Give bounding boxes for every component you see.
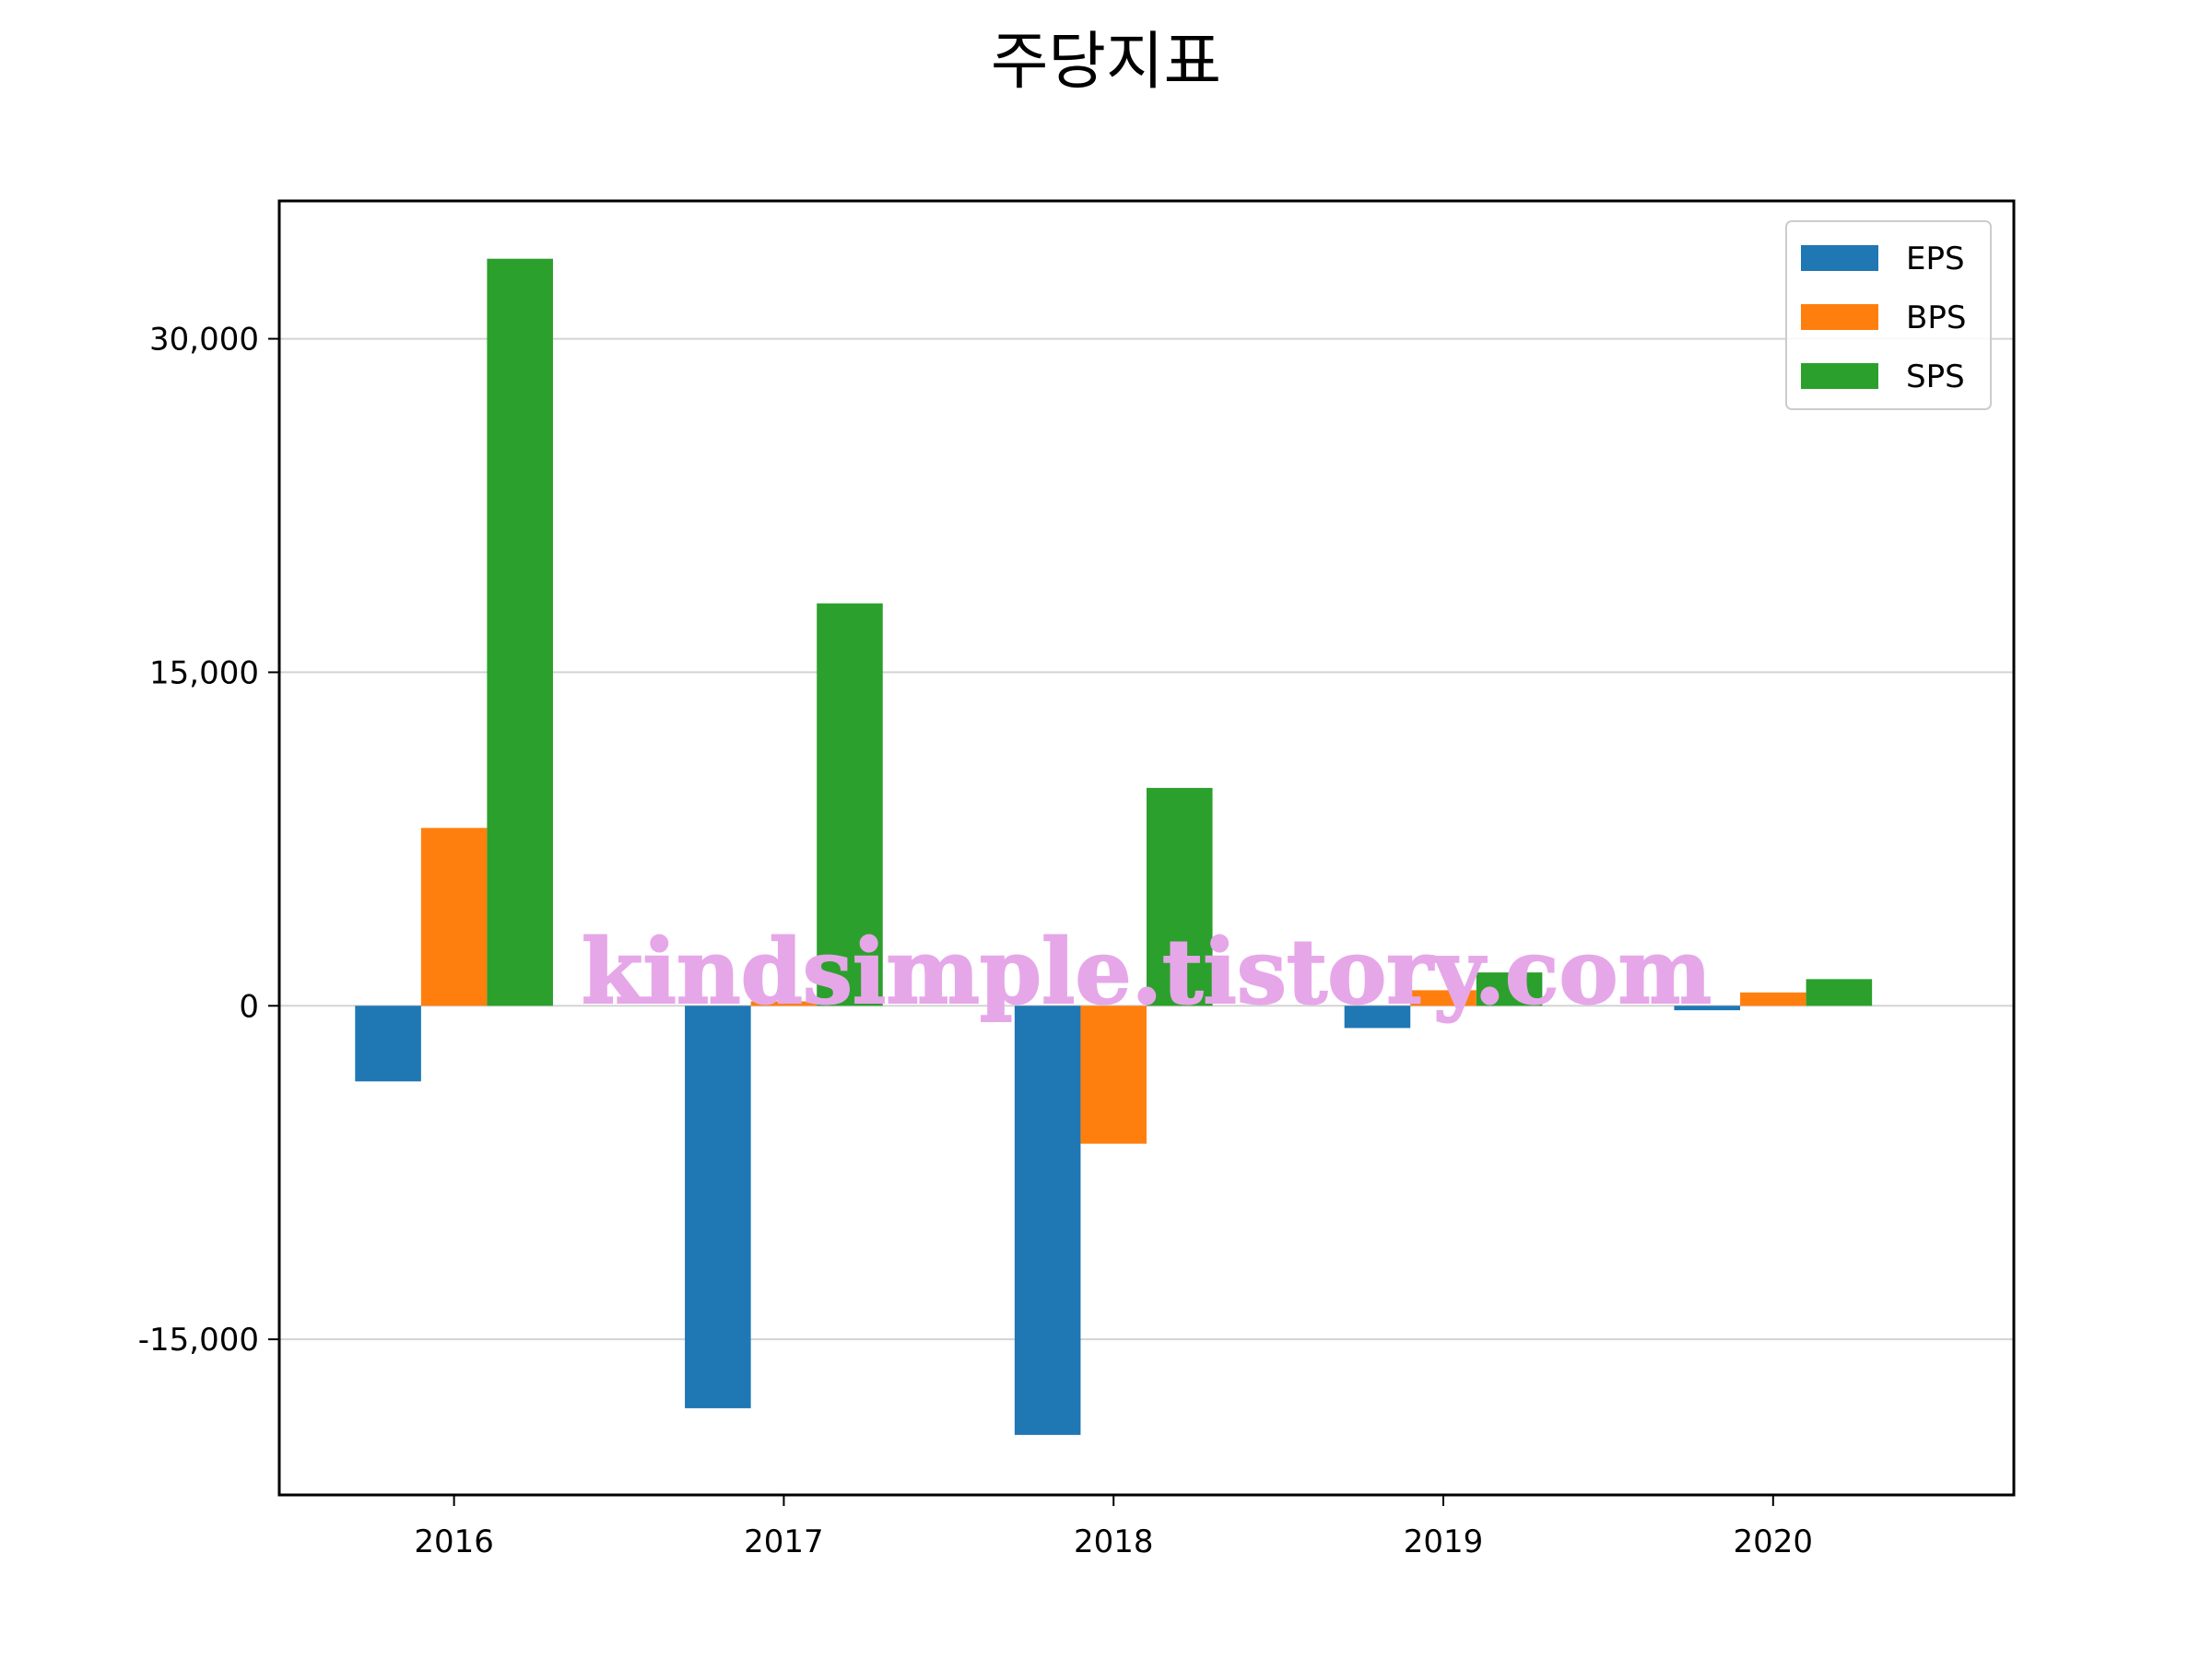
x-tick-label: 2016 <box>414 1524 494 1560</box>
bar-bps-2018 <box>1080 1006 1147 1144</box>
legend-label-sps: SPS <box>1906 359 1965 395</box>
legend-label-bps: BPS <box>1906 300 1966 336</box>
y-tick-label: -15,000 <box>138 1322 259 1359</box>
bar-eps-2020 <box>1674 1006 1741 1011</box>
y-axis: -15,000 0 15,000 30,000 <box>138 322 279 1359</box>
watermark-text: kindsimple.tistory.com <box>582 920 1712 1024</box>
x-axis: 2016 2017 2018 2019 2020 <box>414 1495 1813 1560</box>
bar-eps-2019 <box>1344 1006 1411 1029</box>
bar-sps-2019 <box>1476 972 1543 1006</box>
legend: EPS BPS SPS <box>1785 220 1992 410</box>
bar-sps-2018 <box>1147 787 1213 1006</box>
x-tick-label: 2020 <box>1734 1524 1814 1560</box>
legend-swatch-bps <box>1801 304 1878 330</box>
legend-swatch-sps <box>1801 363 1878 389</box>
plot-frame <box>277 199 2016 1497</box>
bar-bps-2017 <box>750 1001 818 1006</box>
bar-sps-2020 <box>1806 979 1873 1006</box>
x-tick-label: 2018 <box>1074 1524 1154 1560</box>
y-tick-label: 15,000 <box>149 654 259 691</box>
bar-eps-2016 <box>355 1006 421 1082</box>
chart-title: 주당지표 <box>991 26 1221 99</box>
bar-bps-2016 <box>420 828 488 1006</box>
y-tick-label: 0 <box>239 988 259 1025</box>
bar-bps-2020 <box>1740 992 1806 1006</box>
bars <box>355 258 1873 1435</box>
legend-label-eps: EPS <box>1906 241 1965 277</box>
bar-eps-2017 <box>685 1006 751 1408</box>
bar-sps-2017 <box>817 603 883 1006</box>
x-tick-label: 2017 <box>744 1524 824 1560</box>
bar-eps-2018 <box>1014 1006 1081 1435</box>
bar-sps-2016 <box>487 258 553 1006</box>
y-tick-label: 30,000 <box>149 322 259 359</box>
bar-bps-2019 <box>1410 990 1477 1006</box>
x-tick-label: 2019 <box>1404 1524 1484 1560</box>
legend-swatch-eps <box>1801 245 1878 271</box>
